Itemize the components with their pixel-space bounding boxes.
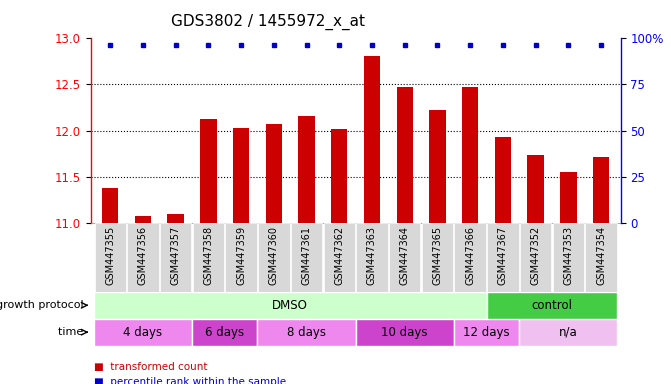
FancyBboxPatch shape — [585, 223, 617, 292]
Bar — [527, 156, 544, 223]
Text: GSM447353: GSM447353 — [564, 226, 573, 285]
Bar — [462, 87, 478, 223]
FancyBboxPatch shape — [258, 319, 356, 346]
Bar — [495, 137, 511, 223]
FancyBboxPatch shape — [323, 223, 355, 292]
Bar — [560, 172, 576, 223]
Text: n/a: n/a — [559, 326, 578, 339]
Text: 10 days: 10 days — [381, 326, 428, 339]
FancyBboxPatch shape — [225, 223, 257, 292]
Text: GSM447359: GSM447359 — [236, 226, 246, 285]
Bar — [200, 119, 217, 223]
FancyBboxPatch shape — [520, 223, 552, 292]
Text: GSM447367: GSM447367 — [498, 226, 508, 285]
FancyBboxPatch shape — [519, 319, 617, 346]
Text: GDS3802 / 1455972_x_at: GDS3802 / 1455972_x_at — [171, 13, 366, 30]
FancyBboxPatch shape — [454, 223, 486, 292]
Bar — [168, 214, 184, 223]
Bar — [429, 110, 446, 223]
FancyBboxPatch shape — [356, 223, 388, 292]
Bar — [299, 116, 315, 223]
FancyBboxPatch shape — [160, 223, 191, 292]
FancyBboxPatch shape — [389, 223, 421, 292]
Text: DMSO: DMSO — [272, 299, 308, 312]
Text: GSM447361: GSM447361 — [301, 226, 311, 285]
FancyBboxPatch shape — [356, 319, 454, 346]
Text: GSM447358: GSM447358 — [203, 226, 213, 285]
FancyBboxPatch shape — [94, 319, 192, 346]
Bar — [331, 129, 348, 223]
FancyBboxPatch shape — [258, 223, 289, 292]
FancyBboxPatch shape — [291, 223, 322, 292]
Text: time: time — [58, 327, 87, 337]
FancyBboxPatch shape — [94, 292, 486, 319]
Bar — [135, 216, 151, 223]
Text: GSM447362: GSM447362 — [334, 226, 344, 285]
Text: GSM447366: GSM447366 — [465, 226, 475, 285]
Text: GSM447356: GSM447356 — [138, 226, 148, 285]
Text: 12 days: 12 days — [463, 326, 510, 339]
Text: GSM447365: GSM447365 — [432, 226, 442, 285]
Text: ■  transformed count: ■ transformed count — [94, 362, 207, 372]
Text: GSM447363: GSM447363 — [367, 226, 377, 285]
Text: GSM447355: GSM447355 — [105, 226, 115, 285]
Text: GSM447364: GSM447364 — [400, 226, 410, 285]
Bar — [593, 157, 609, 223]
FancyBboxPatch shape — [95, 223, 126, 292]
FancyBboxPatch shape — [192, 319, 258, 346]
Text: GSM447357: GSM447357 — [170, 226, 180, 285]
FancyBboxPatch shape — [487, 223, 519, 292]
Bar — [364, 56, 380, 223]
FancyBboxPatch shape — [454, 319, 519, 346]
Bar — [102, 188, 118, 223]
Text: GSM447360: GSM447360 — [269, 226, 279, 285]
Text: growth protocol: growth protocol — [0, 300, 87, 310]
Bar — [397, 87, 413, 223]
Text: ■  percentile rank within the sample: ■ percentile rank within the sample — [94, 377, 286, 384]
Text: 4 days: 4 days — [123, 326, 162, 339]
FancyBboxPatch shape — [422, 223, 453, 292]
Text: 8 days: 8 days — [287, 326, 326, 339]
Text: GSM447354: GSM447354 — [596, 226, 606, 285]
FancyBboxPatch shape — [553, 223, 584, 292]
FancyBboxPatch shape — [193, 223, 224, 292]
Text: control: control — [531, 299, 572, 312]
Text: 6 days: 6 days — [205, 326, 244, 339]
FancyBboxPatch shape — [486, 292, 617, 319]
Bar — [233, 128, 250, 223]
Text: GSM447352: GSM447352 — [531, 226, 541, 285]
Bar — [266, 124, 282, 223]
FancyBboxPatch shape — [127, 223, 158, 292]
